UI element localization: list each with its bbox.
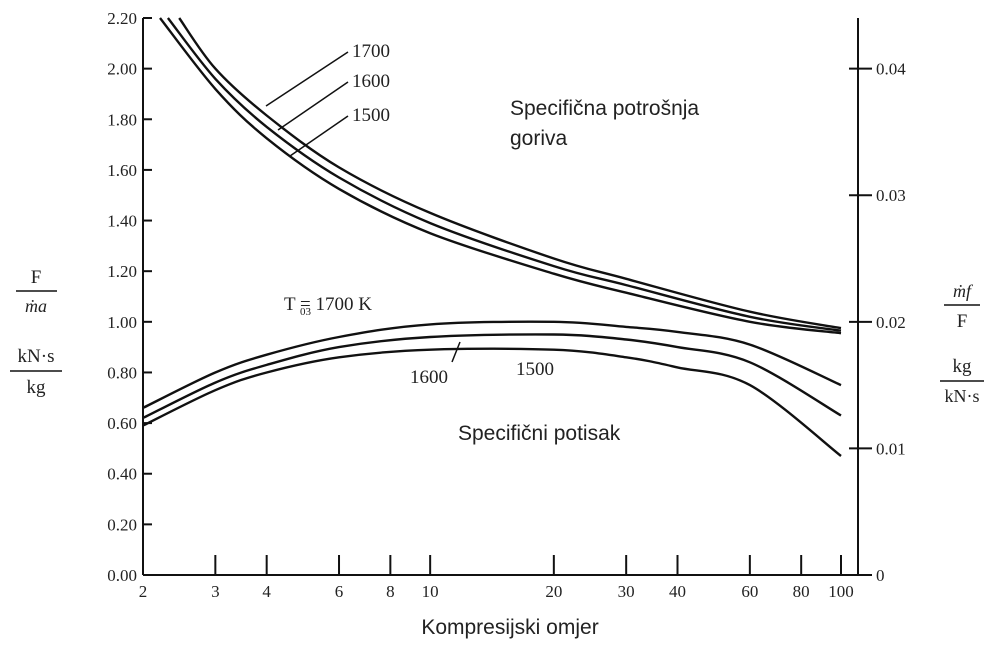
sfc-curve-1700 — [178, 17, 842, 330]
sfc-label-1600: 1600 — [352, 71, 390, 92]
thrust-label-1600: 1600 — [410, 367, 448, 388]
right-y-ticks: 0 0.01 0.02 0.03 0.04 — [849, 60, 906, 585]
right-axis-unit-numerator: kg — [953, 356, 973, 377]
x-tick-label: 4 — [262, 582, 271, 601]
x-tick-label: 40 — [669, 582, 686, 601]
thrust-title: Specifični potisak — [458, 422, 621, 445]
left-y-tick-label: 0.80 — [107, 363, 137, 382]
thrust-leader-1600 — [451, 341, 461, 363]
left-y-tick-label: 1.20 — [107, 262, 137, 281]
right-y-tick-label: 0.02 — [876, 313, 906, 332]
left-axis-unit-numerator: kN·s — [18, 346, 55, 367]
left-y-tick-label: 1.00 — [107, 313, 137, 332]
right-y-tick-label: 0 — [876, 566, 885, 585]
right-y-tick-label: 0.03 — [876, 186, 906, 205]
x-tick-label: 6 — [335, 582, 344, 601]
x-tick-label: 100 — [828, 582, 854, 601]
left-y-tick-label: 0.20 — [107, 515, 137, 534]
left-y-ticks: 0.00 0.20 0.40 0.60 0.80 1.00 1.20 1.40 1.60 1.80… — [107, 9, 152, 585]
right-axis-unit-denominator: kN·s — [945, 386, 980, 406]
left-y-tick-label: 2.20 — [107, 9, 137, 28]
left-axis-label-numerator: F — [31, 267, 42, 288]
right-y-tick-label: 0.01 — [876, 439, 906, 458]
sfc-curve-1600 — [166, 17, 842, 332]
right-y-tick-label: 0.04 — [876, 60, 906, 79]
sfc-label-1700: 1700 — [352, 41, 390, 62]
left-y-tick-label: 1.60 — [107, 161, 137, 180]
left-axis-label-denominator: ṁa — [25, 296, 47, 316]
left-y-tick-label: 0.60 — [107, 414, 137, 433]
x-axis-title: Kompresijski omjer — [421, 616, 598, 639]
left-y-tick-label: 1.80 — [107, 110, 137, 129]
x-tick-label: 3 — [211, 582, 220, 601]
left-y-tick-label: 2.00 — [107, 60, 137, 79]
x-tick-label: 8 — [386, 582, 395, 601]
thrust-curve-1700 — [142, 320, 842, 409]
sfc-leader-1600 — [277, 81, 349, 131]
left-axis-label: F ṁa kN·s kg — [10, 267, 62, 398]
x-tick-label: 60 — [741, 582, 758, 601]
x-ticks: 2 3 4 6 8 10 20 30 40 60 80 100 — [139, 555, 854, 601]
left-y-tick-label: 0.00 — [107, 566, 137, 585]
thrust-curve-1500 — [142, 347, 842, 457]
x-tick-label: 80 — [793, 582, 810, 601]
right-axis-label-numerator: ṁf — [953, 281, 974, 301]
left-y-tick-label: 1.40 — [107, 212, 137, 231]
thrust-curve-1600 — [142, 333, 842, 420]
left-axis-unit-denominator: kg — [27, 377, 47, 398]
axes — [142, 18, 859, 576]
x-tick-label: 30 — [618, 582, 635, 601]
left-y-tick-label: 0.40 — [107, 465, 137, 484]
sfc-leader-1700 — [265, 51, 349, 107]
sfc-curve-1500 — [159, 17, 842, 335]
sfc-title-line2: goriva — [510, 127, 568, 150]
x-tick-label: 10 — [422, 582, 439, 601]
thrust-label-1700: T = 1700 K — [284, 294, 372, 315]
sfc-title-line1: Specifična potrošnja — [510, 97, 699, 120]
thrust-label-1700-subscript: 03 — [300, 306, 312, 318]
right-axis-label-denominator: F — [957, 311, 968, 332]
x-tick-label: 20 — [545, 582, 562, 601]
curves — [142, 17, 842, 457]
thrust-label-1500: 1500 — [516, 359, 554, 380]
right-axis-label: ṁf F kg kN·s — [940, 281, 984, 406]
sfc-label-1500: 1500 — [352, 105, 390, 126]
x-tick-label: 2 — [139, 582, 148, 601]
sfc-leader-1500 — [289, 115, 349, 157]
